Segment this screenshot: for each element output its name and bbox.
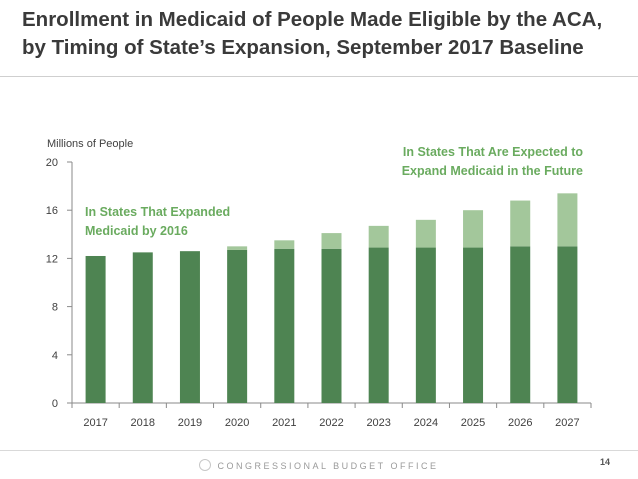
y-tick-label: 20 (46, 157, 58, 169)
y-tick-label: 8 (52, 302, 58, 314)
footer-text: CONGRESSIONAL BUDGET OFFICE (217, 461, 439, 471)
title-line-2: by Timing of State’s Expansion, Septembe… (22, 36, 584, 59)
bar-expanded-2022 (321, 248, 342, 403)
bar-expected-2022 (321, 233, 342, 249)
slide-title: Enrollment in Medicaid of People Made El… (22, 6, 622, 62)
y-tick-label: 0 (52, 398, 58, 410)
x-tick-label: 2017 (83, 417, 107, 429)
y-tick-label: 4 (52, 350, 58, 362)
x-tick-label: 2022 (319, 417, 343, 429)
bar-expected-2023 (368, 225, 389, 248)
bar-expected-2025 (463, 210, 484, 248)
legend-expanded-label: In States That Expanded (85, 205, 230, 219)
bar-expected-2024 (415, 219, 436, 248)
x-tick-label: 2021 (272, 417, 296, 429)
bar-expected-2021 (274, 240, 295, 249)
y-axis-title: Millions of People (47, 138, 133, 150)
page-number: 14 (599, 457, 610, 467)
bar-expected-2027 (557, 193, 578, 247)
title-line-1: Enrollment in Medicaid of People Made El… (22, 8, 603, 31)
bar-expanded-2024 (415, 247, 436, 403)
legend-expected-label: Expand Medicaid in the Future (402, 164, 583, 178)
bar-expanded-2019 (179, 251, 200, 403)
bar-expanded-2026 (510, 246, 531, 403)
bar-expected-2026 (510, 200, 531, 247)
footer-divider (0, 450, 638, 451)
x-tick-label: 2024 (414, 417, 438, 429)
x-tick-label: 2020 (225, 417, 249, 429)
bar-expanded-2018 (132, 252, 153, 403)
legend-expanded-label: Medicaid by 2016 (85, 224, 188, 238)
x-tick-label: 2027 (555, 417, 579, 429)
x-tick-label: 2023 (366, 417, 390, 429)
x-tick-label: 2018 (131, 417, 155, 429)
x-tick-label: 2026 (508, 417, 532, 429)
y-tick-label: 12 (46, 253, 58, 265)
bar-expanded-2017 (85, 255, 106, 403)
footer: CONGRESSIONAL BUDGET OFFICE (0, 459, 638, 471)
legend-expected-label: In States That Are Expected to (403, 145, 583, 159)
bar-expected-2020 (227, 246, 248, 250)
y-tick-label: 16 (46, 205, 58, 217)
bar-expanded-2023 (368, 247, 389, 403)
bar-expanded-2020 (227, 249, 248, 403)
title-divider (0, 76, 638, 77)
x-tick-label: 2019 (178, 417, 202, 429)
x-tick-label: 2025 (461, 417, 485, 429)
bar-expanded-2027 (557, 246, 578, 403)
bar-expanded-2021 (274, 248, 295, 403)
bar-expanded-2025 (463, 247, 484, 403)
cbo-logo-icon (199, 459, 212, 471)
